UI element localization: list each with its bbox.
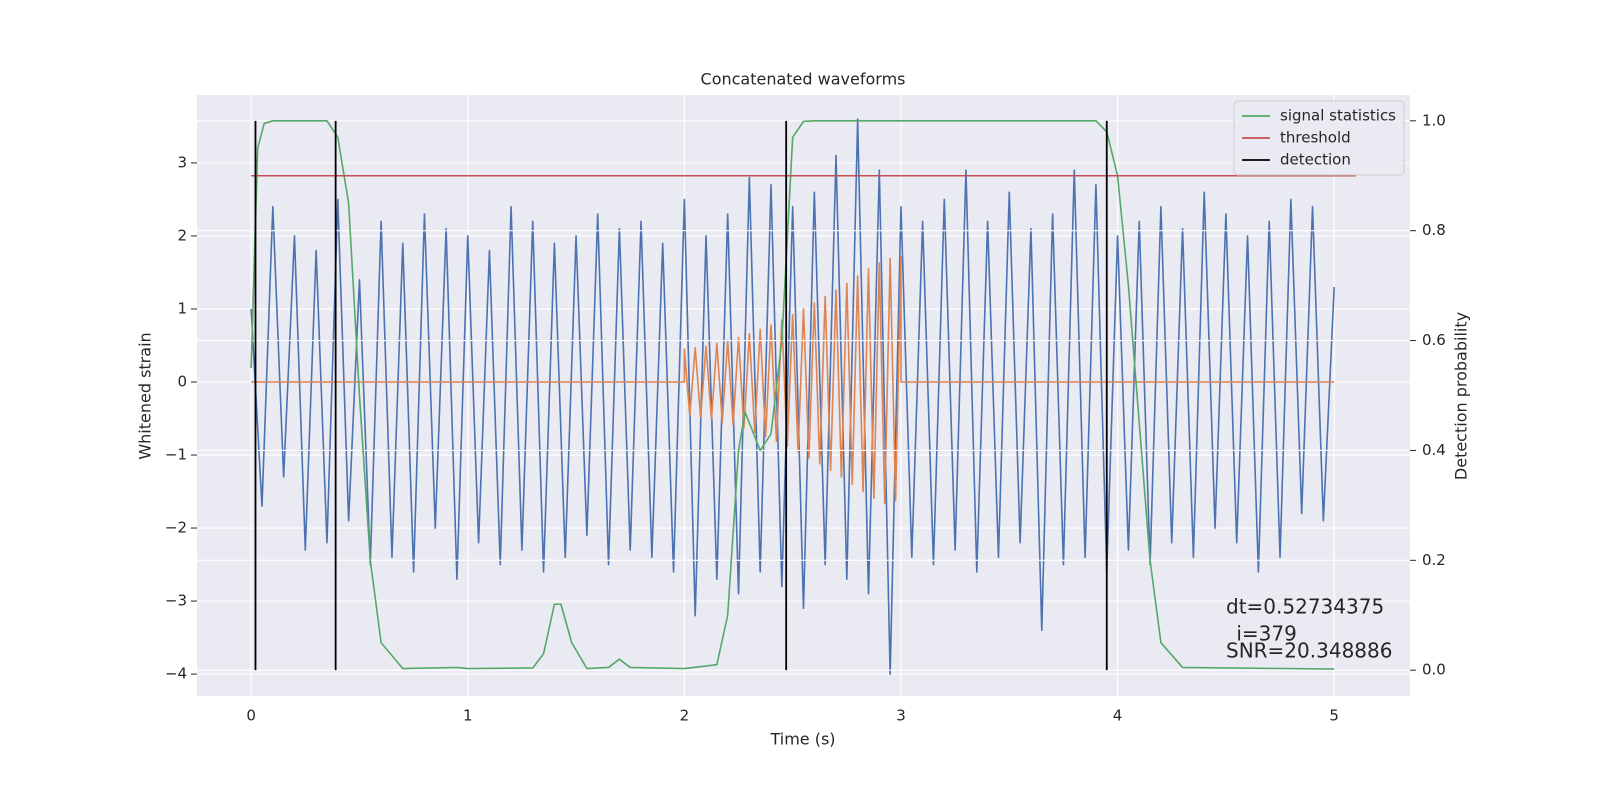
y-axis-label: Whitened strain — [136, 332, 155, 459]
y2-tick-label: 0.4 — [1422, 441, 1446, 459]
x-tick-label: 4 — [1113, 707, 1123, 725]
y2-tick-label: 0.0 — [1422, 661, 1446, 679]
y-tick-label: 0 — [177, 372, 187, 390]
series-line — [250, 118, 1335, 675]
y2-tick-label: 0.2 — [1422, 551, 1446, 569]
x-tick-label: 1 — [463, 707, 473, 725]
annotation: i=379 — [1230, 622, 1297, 646]
annotation: dt=0.52734375 — [1226, 595, 1384, 619]
legend-label: threshold — [1280, 129, 1351, 147]
y2-tick-label: 0.8 — [1422, 221, 1446, 239]
x-tick-label: 3 — [896, 707, 906, 725]
y-tick-label: 1 — [177, 299, 187, 317]
y-tick-label: −2 — [165, 519, 187, 537]
x-tick-label: 5 — [1329, 707, 1339, 725]
series-line — [251, 255, 1335, 505]
y-tick-label: −3 — [165, 592, 187, 610]
y-tick-label: −4 — [165, 665, 187, 683]
chart-title: Concatenated waveforms — [701, 70, 906, 89]
y-tick-label: 2 — [177, 226, 187, 244]
x-axis-label: Time (s) — [769, 730, 835, 749]
y-tick-label: 3 — [177, 153, 187, 171]
y2-tick-label: 0.6 — [1422, 331, 1446, 349]
legend-label: signal statistics — [1280, 107, 1396, 125]
legend-box — [1233, 100, 1405, 176]
y2-tick-label: 1.0 — [1422, 111, 1446, 129]
y2-axis-label: Detection probability — [1452, 312, 1471, 480]
y-tick-label: −1 — [165, 446, 187, 464]
x-tick-label: 0 — [246, 707, 256, 725]
legend-label: detection — [1280, 151, 1351, 169]
x-tick-label: 2 — [680, 707, 690, 725]
annotation: SNR=20.348886 — [1226, 639, 1392, 663]
